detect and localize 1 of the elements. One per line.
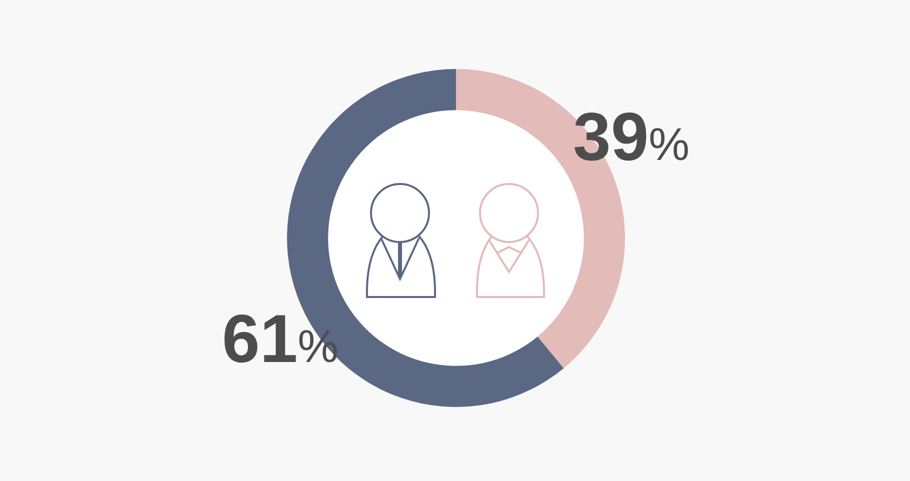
data-label: 39% [573, 99, 690, 175]
